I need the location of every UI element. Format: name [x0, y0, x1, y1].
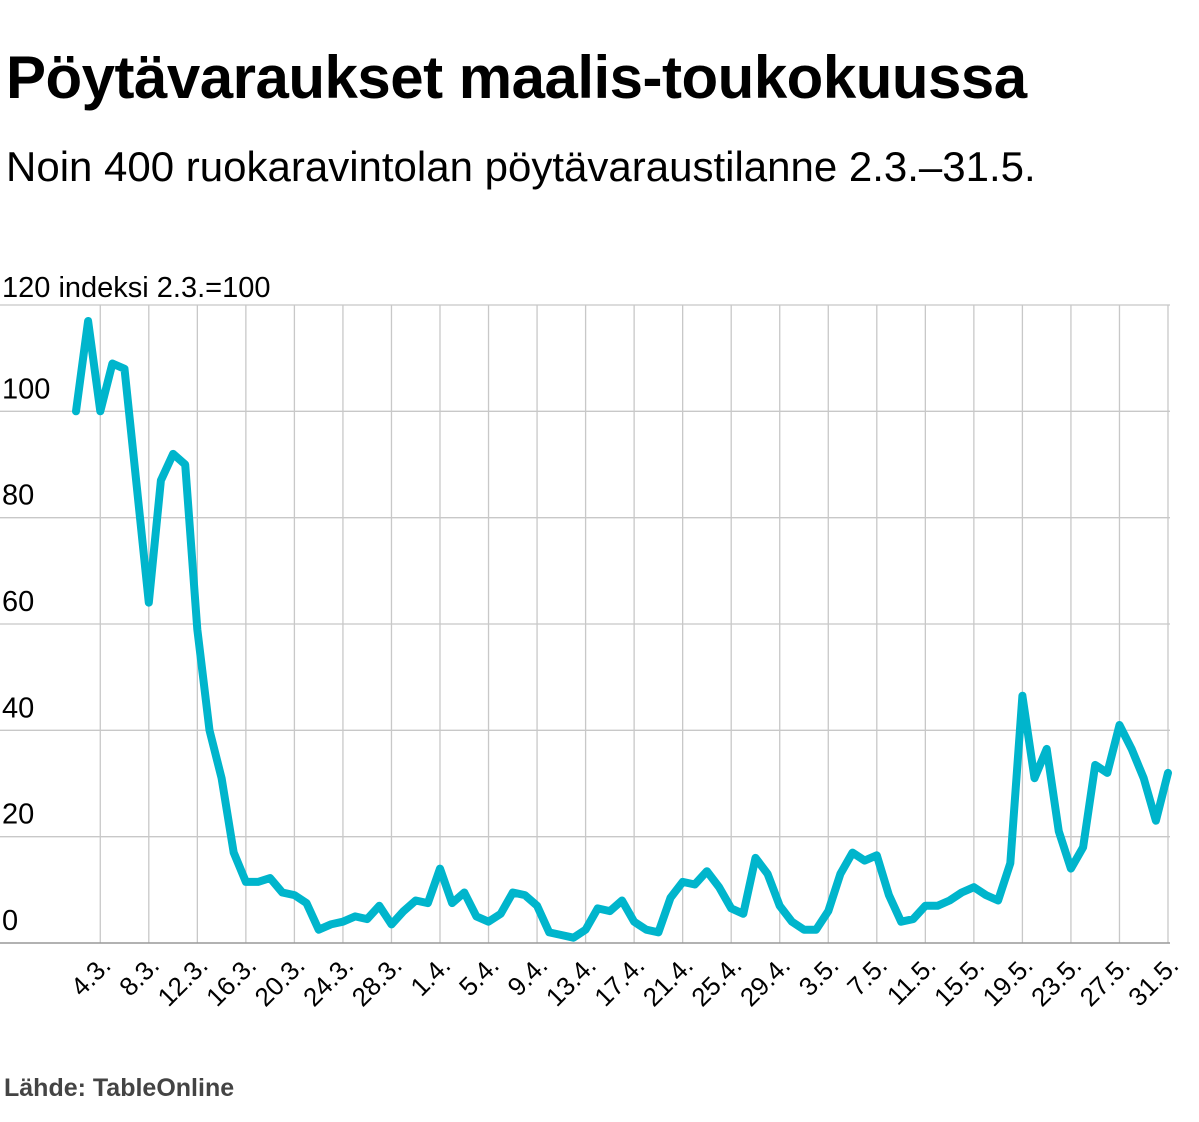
y-tick-label: 20: [2, 799, 34, 831]
grid: [0, 304, 1170, 944]
y-tick-label: 80: [2, 480, 34, 512]
x-tick-label: 16.3.: [200, 950, 262, 1012]
y-tick-label: 100: [2, 373, 50, 405]
x-tick-label: 21.4.: [637, 950, 699, 1012]
x-tick-label: 31.5.: [1122, 950, 1184, 1012]
x-tick-label: 28.3.: [346, 950, 408, 1012]
x-tick-label: 29.4.: [734, 950, 796, 1012]
x-axis-ticks: 4.3.8.3.12.3.16.3.20.3.24.3.28.3.1.4.5.4…: [65, 950, 1185, 1012]
x-tick-label: 5.4.: [453, 950, 505, 1002]
y-tick-label: 40: [2, 692, 34, 724]
source-note: Lähde: TableOnline: [4, 1074, 235, 1102]
y-axis-ticks: 0 20 40 60 80 100 120 indeksi 2.3.=100: [2, 272, 270, 937]
x-tick-label: 11.5.: [881, 950, 942, 1011]
x-tick-label: 12.3.: [151, 950, 213, 1012]
x-tick-label: 3.5.: [793, 950, 845, 1002]
y-tick-label: 0: [2, 905, 18, 937]
x-tick-label: 17.4.: [588, 950, 650, 1012]
chart-subtitle: Noin 400 ruokaravintolan pöytävaraustila…: [6, 143, 1036, 190]
y-axis-label: 120 indeksi 2.3.=100: [2, 272, 270, 304]
x-tick-label: 24.3.: [297, 950, 359, 1012]
x-tick-label: 4.3.: [65, 950, 117, 1002]
x-tick-label: 13.4.: [540, 950, 602, 1012]
x-tick-label: 19.5.: [977, 950, 1039, 1012]
x-tick-label: 23.5.: [1025, 950, 1087, 1012]
x-tick-label: 27.5.: [1074, 950, 1136, 1012]
y-tick-label: 60: [2, 586, 34, 618]
chart-title: Pöytävaraukset maalis-toukokuussa: [6, 44, 1027, 111]
x-tick-label: 20.3.: [249, 950, 311, 1012]
x-tick-label: 25.4.: [685, 950, 747, 1012]
x-tick-label: 15.5.: [928, 950, 990, 1012]
series-line: [72, 317, 1172, 942]
x-tick-label: 1.4.: [404, 950, 456, 1002]
series-layer: [72, 317, 1172, 942]
